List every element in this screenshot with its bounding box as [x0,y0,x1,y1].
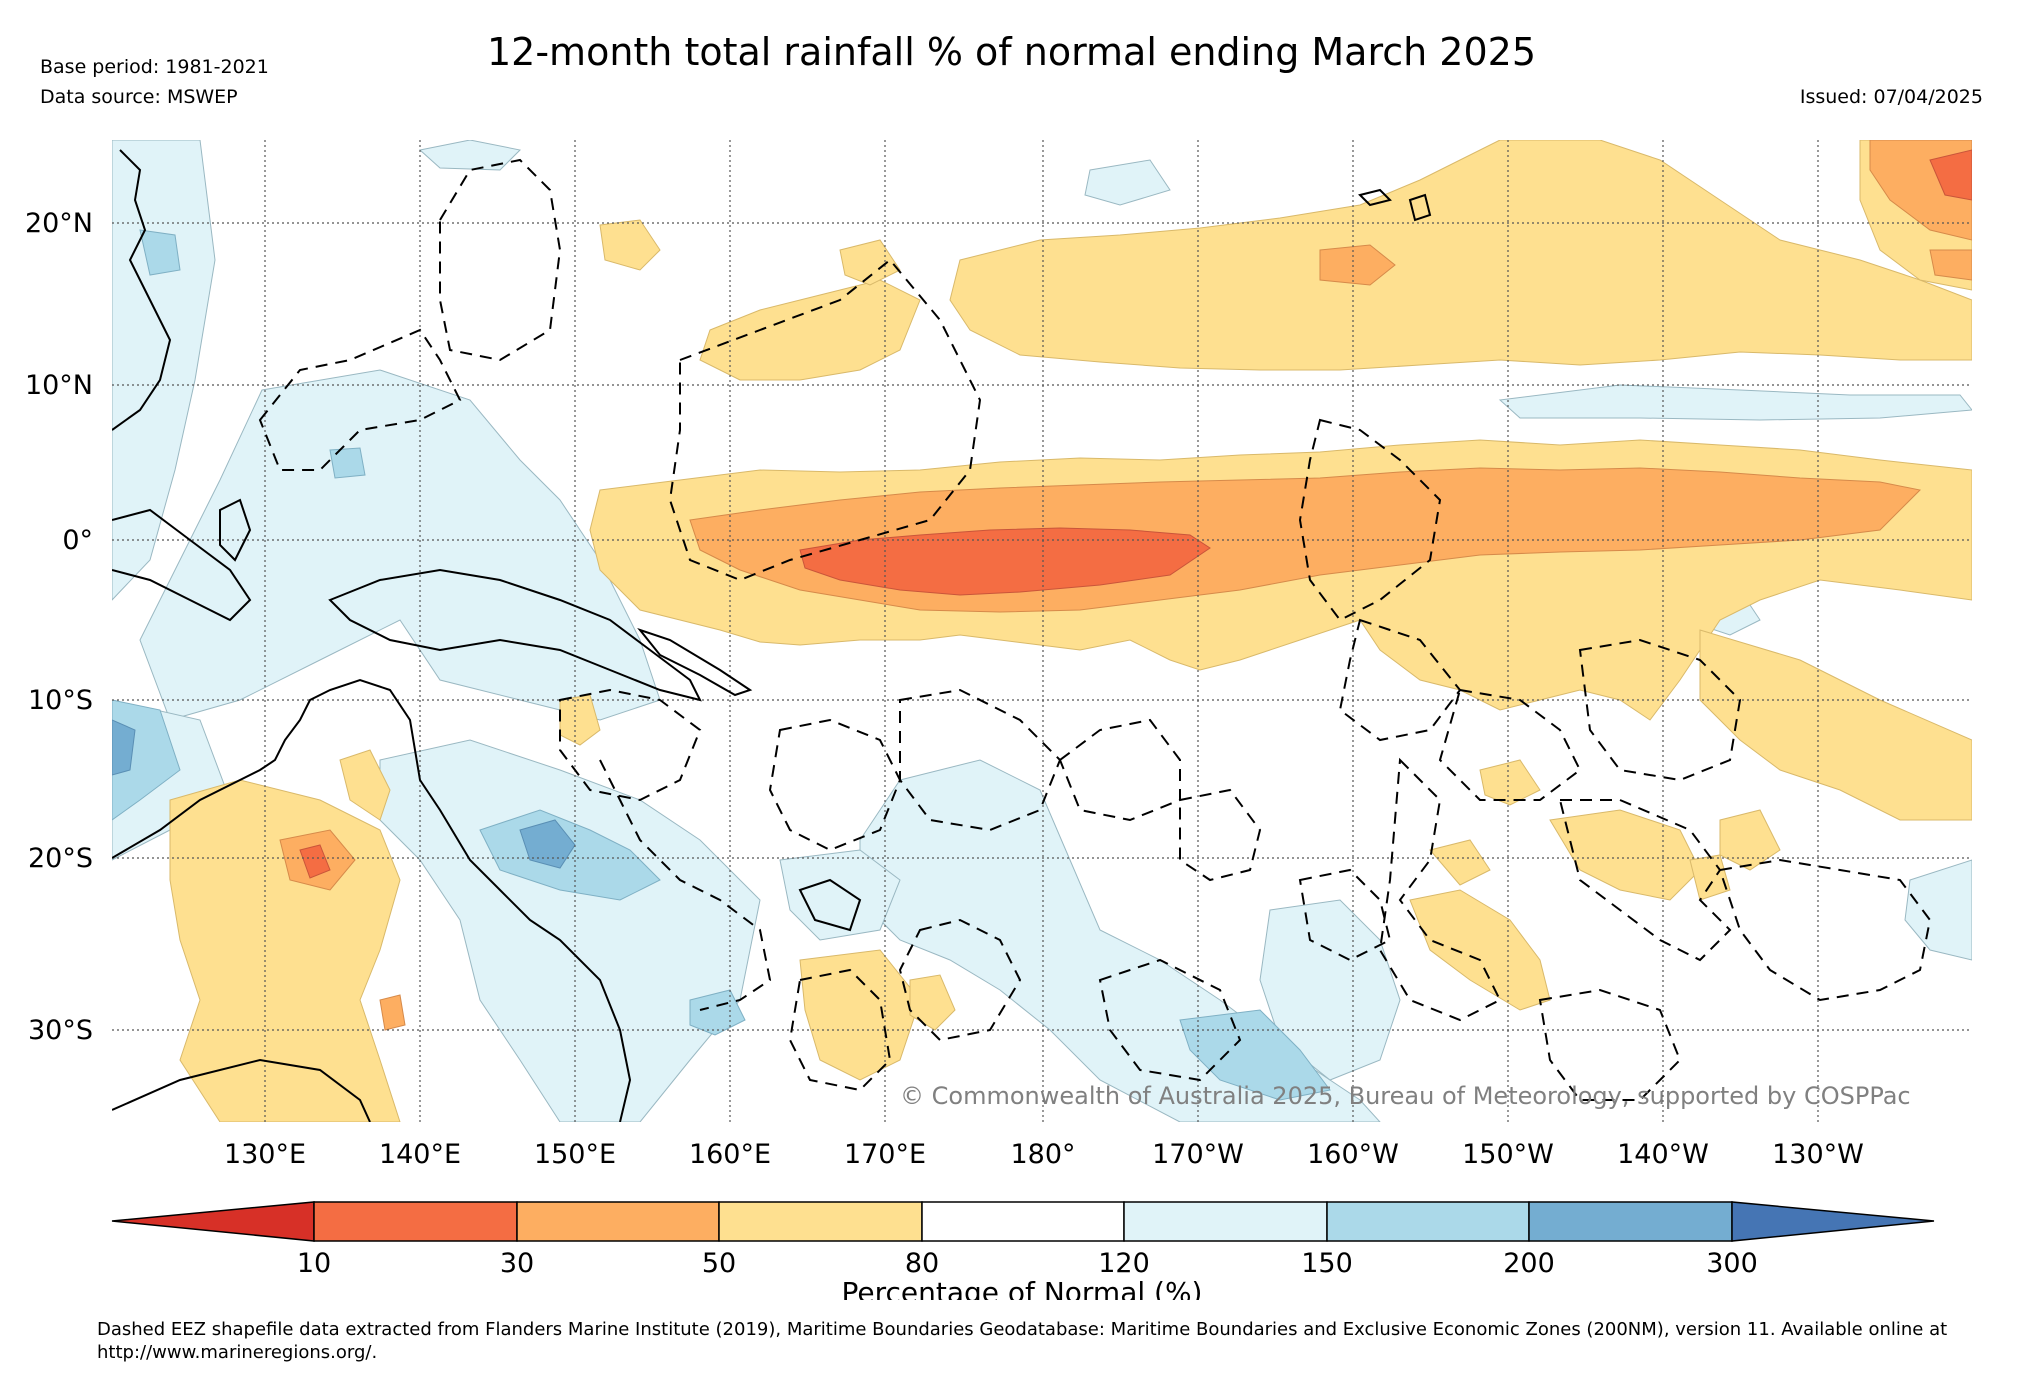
colorbar-tick-label: 120 [1098,1248,1150,1279]
eez-boundaries [258,158,1932,1101]
colorbar: 10 30 50 80 120 150 200 300 Percentage o… [111,1201,1935,1300]
colorbar-segment-150-200 [1326,1201,1530,1242]
rainfall-map-figure: © Commonwealth of Australia 2025, Bureau… [25,140,1972,1300]
lat-label: 10°N [25,370,93,401]
colorbar-tick-label: 30 [500,1248,534,1279]
colorbar-segment-120-150 [1123,1201,1328,1242]
lon-label: 170°E [844,1139,926,1170]
colorbar-segment-30-50 [516,1201,720,1242]
colorbar-tick-label: 10 [297,1248,331,1279]
colorbar-title: Percentage of Normal (%) [842,1276,1203,1300]
copyright-text: © Commonwealth of Australia 2025, Bureau… [900,1082,1911,1110]
colorbar-segment-lt10 [111,1201,315,1242]
colorbar-tick-label: 200 [1503,1248,1555,1279]
issued-date-text: Issued: 07/04/2025 [1799,86,1983,108]
colorbar-segment-50-80 [718,1201,923,1242]
data-source-text: Data source: MSWEP [40,86,238,108]
lon-label: 140°W [1617,1139,1709,1170]
lat-label: 0° [62,525,93,556]
lon-label: 150°E [534,1139,616,1170]
lon-label: 140°E [379,1139,461,1170]
colorbar-segment-gt300 [1731,1201,1935,1242]
colorbar-tick-label: 300 [1706,1248,1758,1279]
lon-label: 150°W [1462,1139,1554,1170]
lat-label: 30°S [28,1015,93,1046]
colorbar-segment-10-30 [313,1201,518,1242]
colorbar-tick-label: 80 [905,1248,939,1279]
lon-label: 160°E [689,1139,771,1170]
lon-label: 160°W [1307,1139,1399,1170]
rain-200-300-regions [112,719,576,869]
colorbar-tick-label: 50 [702,1248,736,1279]
colorbar-segment-80-120 [921,1201,1125,1242]
base-period-text: Base period: 1981-2021 [40,56,269,78]
lon-label: 180° [1010,1139,1075,1170]
page-title: 12-month total rainfall % of normal endi… [486,30,1537,74]
lat-label: 10°S [28,685,93,716]
longitude-labels: 130°E 140°E 150°E 160°E 170°E 180° 170°W… [224,1139,1864,1170]
latitude-labels: 20°N 10°N 0° 10°S 20°S 30°S [25,208,93,1046]
map-panel: © Commonwealth of Australia 2025, Bureau… [112,140,1972,1122]
lon-label: 130°W [1772,1139,1864,1170]
graticule [112,140,1972,1122]
lat-label: 20°N [25,208,93,239]
coastlines [112,149,1432,1122]
rain-10-30-regions [299,149,1972,879]
lon-label: 170°W [1152,1139,1244,1170]
lon-label: 130°E [224,1139,306,1170]
colorbar-segment-200-300 [1528,1201,1733,1242]
colorbar-tick-label: 150 [1301,1248,1353,1279]
footnote-text: Dashed EEZ shapefile data extracted from… [97,1319,1948,1363]
lat-label: 20°S [28,843,93,874]
